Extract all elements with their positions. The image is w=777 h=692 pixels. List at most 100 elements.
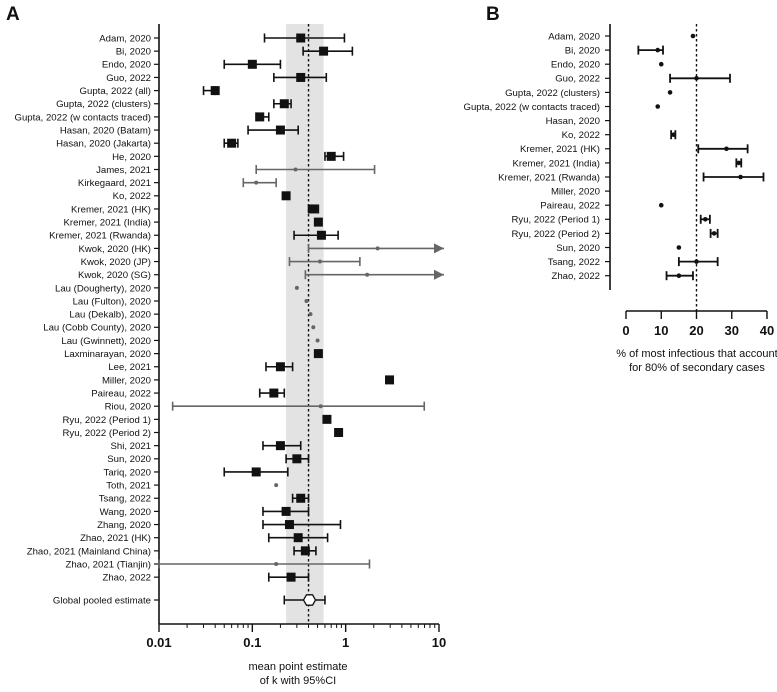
pooled-label: Global pooled estimate	[53, 595, 151, 606]
study-label: Zhao, 2021 (Mainland China)	[27, 546, 151, 557]
study-label: Zhao, 2022	[102, 573, 151, 584]
estimate-marker	[275, 441, 285, 451]
estimate-marker	[703, 217, 708, 222]
study-label: Miller, 2020	[102, 375, 151, 386]
estimate-marker	[690, 33, 696, 39]
estimate-marker	[724, 146, 729, 152]
study-label: Zhao, 2022	[551, 271, 600, 282]
estimate-marker	[284, 520, 294, 530]
study-label: Lau (Gwinnett), 2020	[61, 336, 151, 347]
estimate-marker	[318, 404, 323, 409]
study-label: Ryu, 2022 (Period 1)	[511, 215, 600, 226]
estimate-marker	[322, 414, 332, 424]
estimate-marker	[292, 454, 302, 464]
estimate-marker	[281, 191, 291, 201]
estimate-marker	[254, 180, 259, 185]
study-label: Kremer, 2021 (India)	[513, 158, 600, 169]
estimate-marker	[317, 259, 322, 264]
estimate-marker	[738, 174, 743, 180]
estimate-marker	[316, 230, 326, 240]
study-label: Toth, 2021	[106, 481, 151, 492]
x-axis-label: % of most infectious that account	[616, 348, 777, 360]
estimate-marker	[275, 125, 285, 135]
study-label: Hasan, 2020	[546, 116, 600, 127]
study-label: Lau (Dougherty), 2020	[55, 283, 151, 294]
study-label: Tsang, 2022	[99, 494, 151, 505]
estimate-marker	[251, 467, 261, 477]
study-label: Kremer, 2021 (HK)	[71, 204, 151, 215]
estimate-marker	[308, 312, 313, 317]
study-label: Paireau, 2022	[91, 388, 151, 399]
study-label: Gupta, 2022 (w contacts traced)	[14, 112, 151, 123]
pooled-estimate-marker	[302, 594, 317, 606]
study-label: Lee, 2021	[108, 362, 151, 373]
study-label: Kremer, 2021 (Rwanda)	[49, 231, 151, 242]
study-label: Bi, 2020	[565, 46, 600, 57]
estimate-marker	[227, 138, 237, 148]
x-tick-label: 20	[689, 323, 703, 338]
estimate-marker	[676, 245, 682, 250]
x-tick-label: 0.1	[243, 635, 261, 650]
study-label: Paireau, 2022	[540, 201, 600, 212]
shaded-band	[286, 24, 324, 624]
study-label: Bi, 2020	[116, 47, 151, 58]
estimate-marker	[296, 33, 306, 43]
study-label: Gupta, 2022 (clusters)	[505, 88, 600, 99]
study-label: Kremer, 2021 (HK)	[520, 144, 600, 155]
study-label: Zhao, 2021 (HK)	[80, 533, 151, 544]
study-label: Tsang, 2022	[548, 257, 600, 268]
estimate-marker	[365, 272, 370, 277]
estimate-marker	[326, 151, 336, 161]
panel-label-a: A	[6, 4, 20, 25]
study-label: Kremer, 2021 (Rwanda)	[498, 172, 600, 183]
estimate-marker	[736, 160, 742, 166]
estimate-marker	[293, 533, 303, 543]
estimate-marker	[711, 231, 717, 236]
estimate-marker	[294, 285, 299, 290]
ci-arrow	[434, 269, 444, 280]
estimate-marker	[274, 483, 279, 488]
x-tick-label: 10	[654, 323, 668, 338]
study-label: Guo, 2022	[106, 73, 151, 84]
estimate-marker	[319, 46, 329, 56]
forest-plot-b: Adam, 2020 Bi, 2020 Endo, 2020 Guo, 2022 Gup…	[463, 24, 777, 374]
study-label: Endo, 2020	[551, 60, 600, 71]
study-label: Endo, 2020	[102, 60, 151, 71]
estimate-marker	[671, 132, 676, 137]
estimate-marker	[279, 99, 289, 109]
estimate-marker	[210, 86, 220, 96]
study-label: Kwok, 2020 (HK)	[78, 244, 151, 255]
study-label: Kwok, 2020 (JP)	[81, 257, 151, 268]
study-label: Gupta, 2022 (clusters)	[56, 99, 151, 110]
study-label: Ryu, 2022 (Period 1)	[62, 415, 151, 426]
study-label: Hasan, 2020 (Jakarta)	[56, 139, 151, 150]
study-label: Sun, 2020	[556, 243, 600, 254]
x-tick-label: 30	[725, 323, 739, 338]
estimate-marker	[315, 338, 320, 343]
study-label: Sun, 2020	[107, 454, 151, 465]
study-label: Kwok, 2020 (SG)	[78, 270, 151, 281]
study-label: Shi, 2021	[110, 441, 151, 452]
forest-plot-a: Adam, 2020 Bi, 2020 Endo, 2020 Guo, 2022 Gup…	[14, 24, 446, 687]
x-tick-label: 10	[432, 635, 446, 650]
study-label: Gupta, 2022 (w contacts traced)	[463, 102, 600, 113]
study-label: Zhao, 2021 (Tianjin)	[65, 559, 151, 570]
estimate-marker	[655, 104, 661, 109]
estimate-marker	[281, 506, 291, 516]
study-label: Adam, 2020	[99, 33, 151, 44]
study-label: Lau (Dekalb), 2020	[69, 310, 151, 321]
estimate-marker	[313, 217, 323, 227]
study-label: He, 2020	[112, 152, 151, 163]
x-axis-label: mean point estimate	[248, 661, 347, 673]
estimate-marker	[247, 59, 257, 69]
estimate-marker	[255, 112, 265, 122]
x-tick-label: 0.01	[146, 635, 171, 650]
estimate-marker	[293, 167, 298, 172]
estimate-marker	[658, 202, 664, 208]
study-label: James, 2021	[96, 165, 151, 176]
estimate-marker	[304, 299, 309, 303]
study-label: Wang, 2020	[100, 507, 151, 518]
estimate-marker	[300, 546, 310, 556]
study-label: Ko, 2022	[113, 191, 151, 202]
